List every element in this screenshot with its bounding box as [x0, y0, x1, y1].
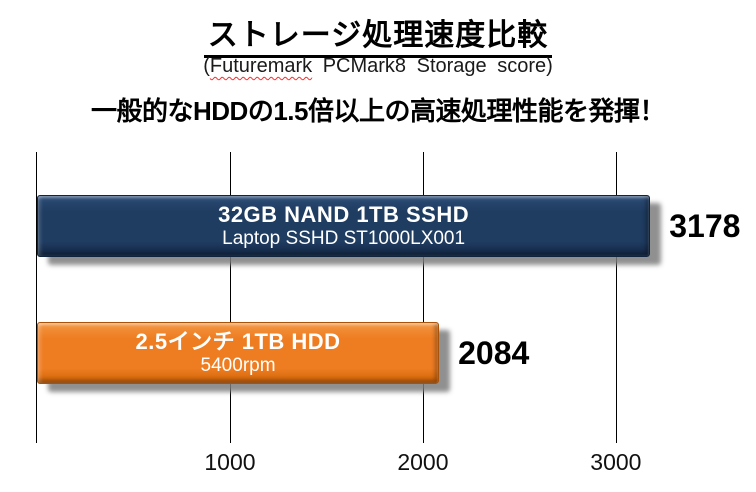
chart-title: ストレージ処理速度比較 — [0, 10, 756, 58]
bar-hdd: 2.5インチ 1TB HDD 5400rpm — [37, 322, 440, 384]
subtitle-spellchecked-word: Futuremark — [209, 55, 313, 77]
bar-sshd-sublabel: Laptop SSHD ST1000LX001 — [222, 227, 466, 249]
bar-sshd: 32GB NAND 1TB SSHD Laptop SSHD ST1000LX0… — [37, 195, 651, 257]
x-tick-label-2000: 2000 — [397, 449, 449, 475]
chart-headline: 一般的なHDDの1.5倍以上の高速処理性能を発揮！ — [91, 96, 665, 126]
bar-row-hdd: 2.5インチ 1TB HDD 5400rpm 2084 — [37, 322, 722, 384]
bar-sshd-value: 3178 — [669, 207, 741, 244]
gridline-2000 — [422, 152, 424, 443]
chart-subtitle: (Futuremark PCMark8 Storage score) — [0, 55, 756, 78]
bar-row-sshd: 32GB NAND 1TB SSHD Laptop SSHD ST1000LX0… — [37, 195, 740, 257]
subtitle-prefix: ( — [203, 55, 210, 77]
bar-hdd-label: 2.5インチ 1TB HDD — [135, 329, 341, 355]
bar-sshd-label: 32GB NAND 1TB SSHD — [218, 202, 470, 228]
gridline-3000 — [615, 152, 617, 443]
x-tick-label-1000: 1000 — [204, 449, 256, 475]
bar-hdd-value: 2084 — [458, 334, 530, 371]
bar-hdd-sublabel: 5400rpm — [200, 354, 276, 376]
plot-area: 32GB NAND 1TB SSHD Laptop SSHD ST1000LX0… — [36, 152, 740, 475]
x-axis-labels: 1000 2000 3000 — [37, 443, 722, 479]
x-tick-label-3000: 3000 — [590, 449, 642, 475]
chart-title-text: ストレージ処理速度比較 — [203, 10, 553, 58]
subtitle-suffix: PCMark8 Storage score) — [312, 55, 553, 77]
gridline-1000 — [229, 152, 231, 443]
